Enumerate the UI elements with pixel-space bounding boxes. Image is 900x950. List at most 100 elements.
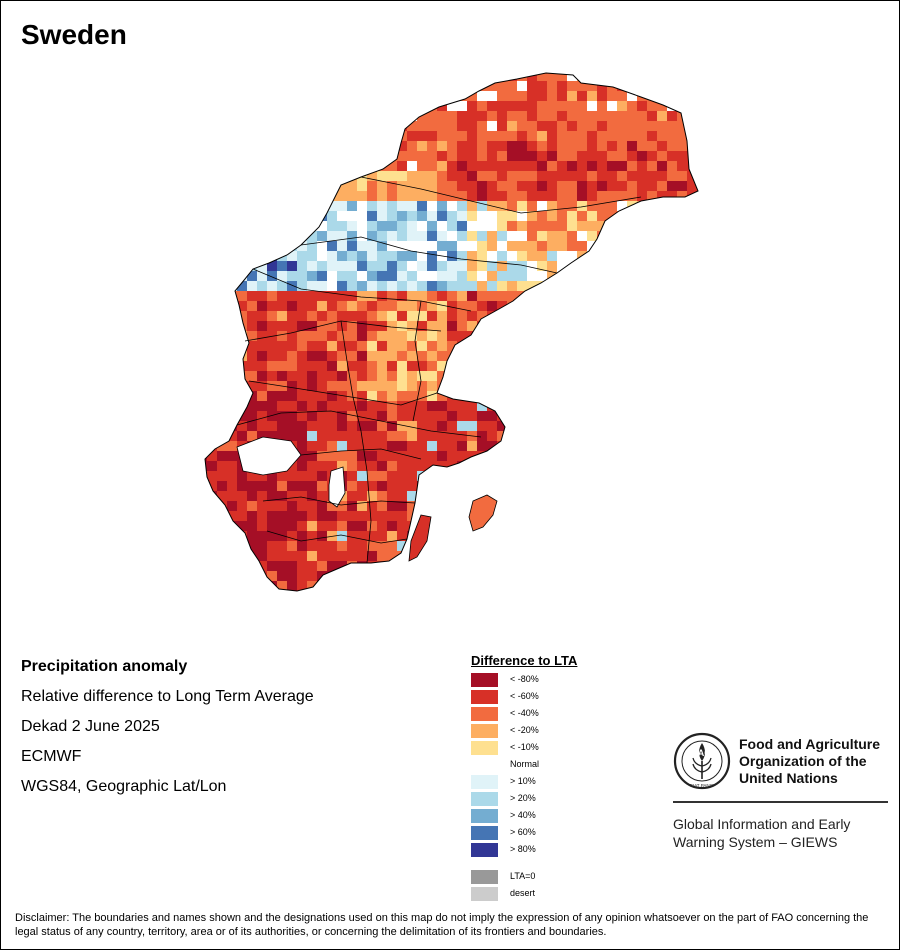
anomaly-cell <box>517 491 528 502</box>
anomaly-cell <box>467 73 478 82</box>
anomaly-cell <box>517 301 528 312</box>
anomaly-cell <box>497 201 508 212</box>
anomaly-cell <box>577 541 588 552</box>
anomaly-cell <box>217 151 228 162</box>
anomaly-cell <box>647 291 658 302</box>
anomaly-cell <box>347 351 358 362</box>
anomaly-cell <box>567 591 578 602</box>
anomaly-cell <box>447 221 458 232</box>
anomaly-cell <box>307 91 318 102</box>
anomaly-cell <box>417 291 428 302</box>
anomaly-cell <box>337 331 348 342</box>
anomaly-cell <box>687 581 698 591</box>
anomaly-cell <box>407 171 418 182</box>
anomaly-cell <box>557 171 568 182</box>
anomaly-cell <box>637 401 648 412</box>
anomaly-cell <box>377 451 388 462</box>
anomaly-cell <box>507 221 518 232</box>
anomaly-cell <box>657 471 668 482</box>
anomaly-cell <box>537 351 548 362</box>
anomaly-cell <box>587 421 598 432</box>
anomaly-cell <box>587 591 598 602</box>
anomaly-cell <box>527 581 538 591</box>
anomaly-cell <box>667 241 678 252</box>
anomaly-cell <box>597 571 608 582</box>
anomaly-cell <box>427 501 438 512</box>
anomaly-cell <box>237 501 248 512</box>
anomaly-cell <box>617 571 628 582</box>
anomaly-cell <box>567 551 578 562</box>
anomaly-cell <box>287 81 298 92</box>
anomaly-cell <box>527 341 538 352</box>
anomaly-cell <box>647 451 658 462</box>
anomaly-cell <box>407 101 418 112</box>
admin-border <box>340 320 372 564</box>
anomaly-cell <box>537 221 548 232</box>
anomaly-cell <box>637 381 648 392</box>
anomaly-cell <box>557 151 568 162</box>
anomaly-cell <box>557 211 568 222</box>
anomaly-cell <box>397 281 408 292</box>
anomaly-cell <box>297 511 308 522</box>
legend-swatch <box>471 741 498 755</box>
anomaly-cell <box>637 441 648 452</box>
anomaly-cell <box>587 201 598 212</box>
anomaly-cell <box>387 471 398 482</box>
anomaly-cell <box>467 481 478 492</box>
anomaly-cell <box>287 501 298 512</box>
anomaly-cell <box>427 191 438 202</box>
anomaly-cell <box>677 551 688 562</box>
anomaly-cell <box>237 581 248 591</box>
anomaly-cell <box>277 291 288 302</box>
anomaly-cell <box>447 111 458 122</box>
anomaly-cell <box>257 261 268 272</box>
anomaly-cell <box>217 291 228 302</box>
anomaly-cell <box>617 171 628 182</box>
anomaly-cell <box>397 151 408 162</box>
anomaly-cell <box>667 91 678 102</box>
anomaly-cell <box>247 491 258 502</box>
anomaly-cell <box>407 291 418 302</box>
anomaly-cell <box>317 81 328 92</box>
anomaly-cell <box>627 531 638 542</box>
anomaly-cell <box>247 291 258 302</box>
anomaly-cell <box>447 441 458 452</box>
legend-label: < -40% <box>510 708 539 718</box>
anomaly-cell <box>457 121 468 132</box>
anomaly-cell <box>537 231 548 242</box>
anomaly-cell <box>507 271 518 282</box>
anomaly-cell <box>677 381 688 392</box>
anomaly-cell <box>537 501 548 512</box>
anomaly-cell <box>537 471 548 482</box>
anomaly-cell <box>577 561 588 572</box>
anomaly-cell <box>457 351 468 362</box>
anomaly-cell <box>357 551 368 562</box>
anomaly-cell <box>267 591 278 602</box>
anomaly-cell <box>247 401 258 412</box>
anomaly-cell <box>487 91 498 102</box>
anomaly-cell <box>287 311 298 322</box>
anomaly-cell <box>487 371 498 382</box>
anomaly-cell <box>657 351 668 362</box>
anomaly-cell <box>687 201 698 212</box>
anomaly-cell <box>227 221 238 232</box>
anomaly-cell <box>667 361 678 372</box>
anomaly-cell <box>607 231 618 242</box>
anomaly-cell <box>667 481 678 492</box>
anomaly-cell <box>557 401 568 412</box>
anomaly-cell <box>367 501 378 512</box>
anomaly-cell <box>647 151 658 162</box>
anomaly-cell <box>487 361 498 372</box>
anomaly-cell <box>647 311 658 322</box>
anomaly-cell <box>307 281 318 292</box>
anomaly-cell <box>217 271 228 282</box>
anomaly-cell <box>697 371 698 382</box>
anomaly-cell <box>207 291 218 302</box>
anomaly-cell <box>357 511 368 522</box>
anomaly-cell <box>697 81 698 92</box>
anomaly-cell <box>217 161 228 172</box>
anomaly-cell <box>677 491 688 502</box>
anomaly-cell <box>607 241 618 252</box>
anomaly-cell <box>497 471 508 482</box>
anomaly-cell <box>257 301 268 312</box>
